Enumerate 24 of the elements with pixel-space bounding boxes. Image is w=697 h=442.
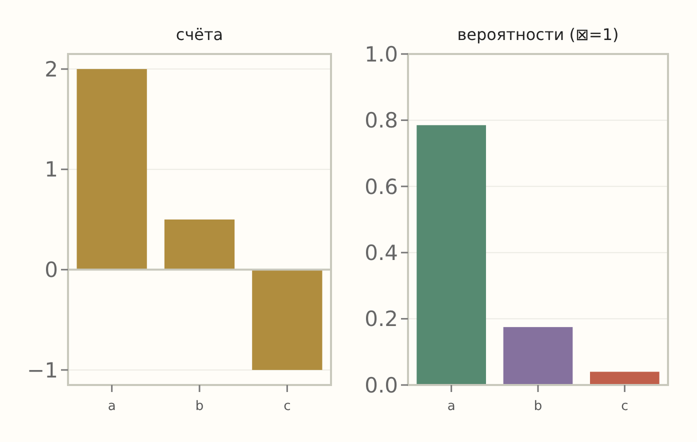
bar (416, 125, 486, 385)
x-tick-label: a (108, 399, 116, 414)
y-tick-label: 0 (44, 258, 58, 282)
y-tick-label: 0.8 (364, 108, 398, 133)
x-tick-label: a (447, 399, 456, 414)
y-tick-label: 1.0 (364, 42, 398, 66)
y-tick-label: 0.0 (364, 373, 398, 398)
y-tick-label: 2 (44, 57, 58, 82)
y-tick-label: 0.4 (364, 240, 398, 265)
y-tick-label: 0.2 (364, 307, 398, 332)
chart-title: счёта (176, 25, 224, 44)
bar (252, 270, 322, 370)
chart-title: вероятности (⊠=1) (457, 25, 619, 44)
y-tick-label: 1 (44, 158, 58, 182)
bar (503, 327, 573, 385)
x-tick-label: c (621, 399, 628, 414)
x-tick-label: b (195, 399, 204, 414)
y-tick-label: 0.6 (364, 174, 398, 199)
bar (164, 220, 235, 270)
bar (590, 372, 660, 385)
x-tick-label: c (284, 399, 291, 414)
y-tick-label: −1 (27, 358, 58, 382)
bar (76, 69, 147, 270)
x-tick-label: b (534, 399, 542, 414)
